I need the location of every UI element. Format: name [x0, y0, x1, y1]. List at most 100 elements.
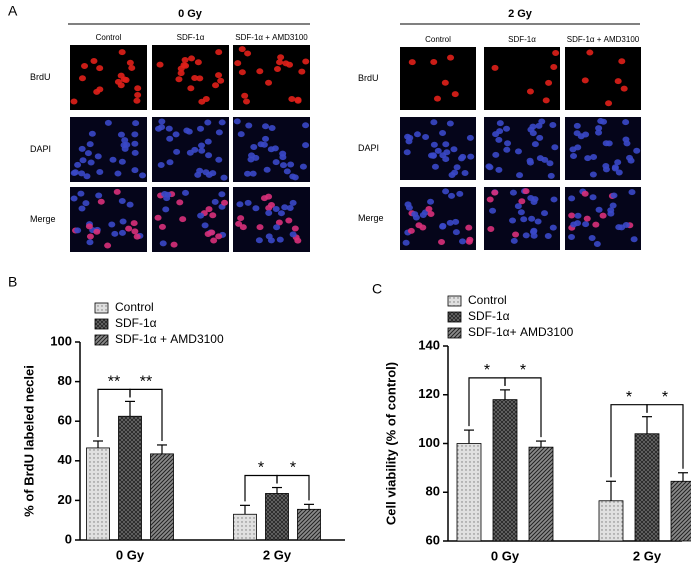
- nucleus: [281, 204, 289, 211]
- nucleus: [496, 120, 504, 127]
- nucleus: [236, 201, 244, 208]
- nucleus: [599, 212, 607, 219]
- nucleus: [509, 217, 517, 224]
- nucleus: [568, 233, 576, 240]
- nucleus: [422, 133, 430, 140]
- nucleus: [574, 212, 582, 219]
- nucleus: [549, 121, 557, 128]
- x-tick-label: 2 Gy: [633, 548, 662, 563]
- nucleus: [215, 129, 223, 136]
- nucleus: [162, 206, 170, 213]
- nucleus: [131, 228, 139, 235]
- nucleus: [217, 77, 225, 84]
- nucleus: [204, 230, 212, 237]
- nucleus: [113, 188, 121, 195]
- nucleus: [241, 92, 249, 99]
- micrograph: [565, 47, 641, 110]
- nucleus: [126, 201, 134, 208]
- nucleus: [85, 223, 93, 230]
- nucleus: [158, 124, 166, 131]
- nucleus: [119, 218, 127, 225]
- nucleus: [82, 200, 90, 207]
- nucleus: [544, 233, 552, 240]
- nucleus: [202, 169, 210, 176]
- nucleus: [205, 206, 213, 213]
- nucleus: [602, 166, 610, 173]
- nucleus: [204, 138, 212, 145]
- nucleus: [491, 64, 499, 71]
- nucleus: [430, 119, 438, 126]
- nucleus: [546, 160, 554, 167]
- nucleus: [175, 76, 183, 83]
- nucleus: [272, 159, 280, 166]
- nucleus: [272, 206, 280, 213]
- nucleus: [433, 95, 441, 102]
- nucleus: [294, 237, 302, 244]
- nucleus: [593, 240, 601, 247]
- nucleus: [289, 231, 297, 238]
- nucleus: [74, 161, 82, 168]
- nucleus: [516, 172, 524, 179]
- nucleus: [467, 153, 475, 160]
- nucleus: [198, 98, 206, 105]
- nucleus: [256, 224, 264, 231]
- nucleus: [215, 233, 223, 240]
- nucleus: [170, 241, 178, 248]
- nucleus: [439, 152, 447, 159]
- nucleus: [86, 239, 94, 246]
- nucleus: [71, 169, 79, 176]
- nucleus: [267, 201, 275, 208]
- nucleus: [249, 170, 257, 177]
- nucleus: [534, 218, 542, 225]
- nucleus: [277, 210, 285, 217]
- nucleus: [173, 148, 181, 155]
- nucleus: [235, 220, 243, 227]
- nucleus: [446, 219, 454, 226]
- nucleus: [570, 152, 578, 159]
- nucleus: [545, 79, 553, 86]
- nucleus: [267, 146, 275, 153]
- bar-pattern: [265, 493, 289, 541]
- nucleus: [166, 135, 174, 142]
- panel-label: B: [8, 274, 17, 290]
- nucleus: [286, 204, 294, 211]
- micrograph: [70, 187, 147, 252]
- nucleus: [518, 198, 526, 205]
- nucleus: [569, 146, 577, 153]
- nucleus: [94, 153, 102, 160]
- nucleus: [263, 166, 271, 173]
- nucleus: [104, 119, 112, 126]
- nucleus: [568, 195, 576, 202]
- nucleus: [419, 212, 427, 219]
- nucleus: [595, 125, 603, 132]
- significance-label: *: [662, 389, 668, 406]
- nucleus: [495, 136, 503, 143]
- nucleus: [74, 227, 82, 234]
- nucleus: [465, 224, 473, 231]
- nucleus: [586, 49, 594, 56]
- nucleus: [191, 146, 199, 153]
- nucleus: [581, 77, 589, 84]
- y-tick-label: 100: [418, 435, 440, 450]
- legend-label: Control: [115, 300, 154, 314]
- nucleus: [96, 86, 104, 93]
- nucleus: [104, 242, 112, 249]
- nucleus: [201, 222, 209, 229]
- legend-label: SDF-1α: [115, 316, 157, 330]
- legend-swatch-pattern: [447, 327, 462, 339]
- nucleus: [265, 233, 273, 240]
- nucleus: [159, 240, 167, 247]
- bar-pattern: [233, 513, 257, 541]
- legend-swatch-pattern: [447, 295, 462, 307]
- nucleus: [239, 224, 247, 231]
- nucleus: [451, 169, 459, 176]
- nucleus: [466, 236, 474, 243]
- nucleus: [622, 119, 630, 126]
- nucleus: [486, 196, 494, 203]
- nucleus: [451, 91, 459, 98]
- nucleus: [550, 196, 558, 203]
- nucleus: [187, 85, 195, 92]
- nucleus: [90, 58, 98, 65]
- column-label: Control: [425, 35, 451, 44]
- nucleus: [294, 97, 302, 104]
